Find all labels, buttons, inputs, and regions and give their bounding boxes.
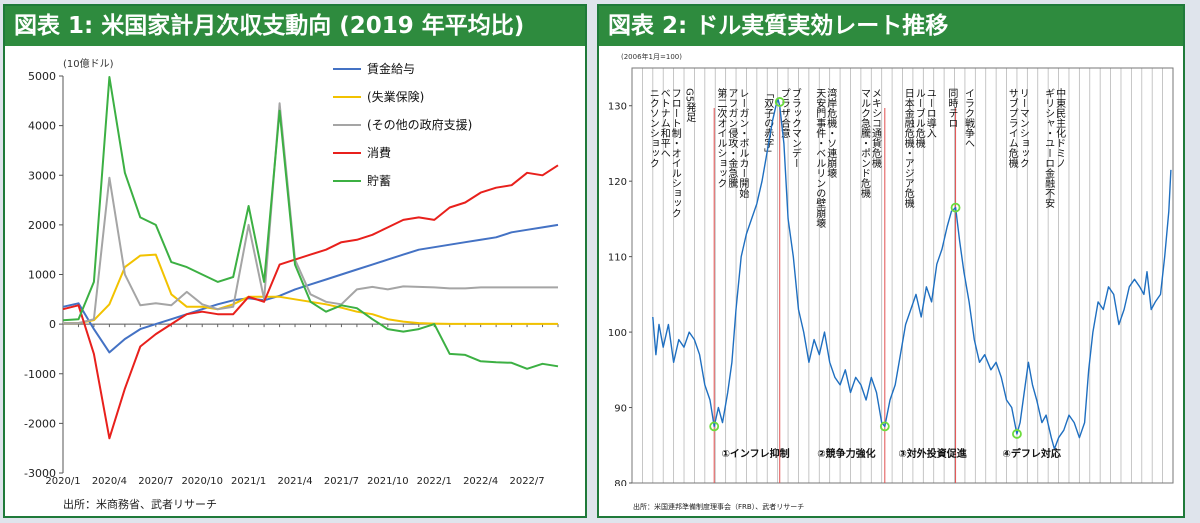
pivot-marker	[1012, 429, 1022, 439]
event-annotation: サブプライム危機	[1006, 88, 1018, 169]
plot-frame	[631, 67, 1174, 484]
figure-1-title: 図表 1: 米国家計月次収支動向 (2019 年平均比)	[5, 6, 585, 46]
y-tick-label: 90	[614, 404, 627, 415]
event-annotation: 同時テロ	[946, 88, 958, 128]
event-annotation: フロート制・オイルショック	[669, 88, 681, 218]
legend-label-0: 賃金給与	[367, 61, 415, 76]
event-annotation: ブラックマンデー	[789, 87, 801, 168]
pivot-marker	[774, 97, 785, 107]
unit-label: (10億ドル)	[63, 57, 114, 70]
y-tick-label: 1000	[28, 269, 56, 282]
event-annotation: 「双子の赤字」	[762, 88, 774, 158]
legend-label-4: 貯蓄	[367, 174, 391, 188]
y-tick-label: -3000	[24, 467, 56, 480]
legend-label-3: 消費	[367, 145, 391, 160]
series-line-4	[62, 76, 559, 370]
x-tick-label: 2020/4	[92, 476, 127, 486]
figure-2-title: 図表 2: ドル実質実効レート推移	[599, 6, 1183, 46]
event-annotation: リーマンショック	[1017, 88, 1028, 168]
event-annotation: アフガン侵攻・金急騰	[726, 88, 738, 189]
event-annotation: G5発足	[684, 88, 696, 123]
y-tick-label: 0	[49, 318, 56, 331]
event-annotation: ルーブル危機	[913, 88, 925, 149]
x-tick-label: 2020/1	[45, 476, 80, 486]
y-tick-label: 5000	[28, 70, 56, 83]
event-annotation: ユーロ導入	[924, 88, 936, 138]
legend-label-1: (失業保険)	[367, 89, 424, 104]
x-tick-label: 2021/7	[324, 476, 359, 486]
reer-line	[652, 97, 1172, 450]
event-annotation: 日本金融危機・アジア危機	[902, 88, 914, 209]
event-annotation: 天安門事件・ベルリンの壁崩壊	[814, 88, 826, 229]
phase-label: ②競争力強化	[817, 447, 875, 460]
x-tick-label: 2022/4	[463, 476, 498, 486]
y-tick-label: 100	[608, 328, 627, 339]
pivot-marker	[950, 202, 961, 213]
x-tick-label: 2022/7	[509, 476, 544, 486]
y-tick-label: -1000	[24, 368, 56, 381]
x-tick-label: 2022/1	[417, 476, 452, 486]
y-tick-label: 3000	[28, 169, 56, 182]
event-annotation: メキシコ通貨危機	[870, 88, 882, 169]
y-tick-label: 110	[608, 253, 627, 264]
x-tick-label: 2020/10	[181, 476, 223, 486]
y-tick-label: 130	[608, 102, 627, 113]
figure-1-panel: 図表 1: 米国家計月次収支動向 (2019 年平均比) (10億ドル) -300…	[3, 4, 587, 518]
x-tick-label: 2020/7	[138, 476, 173, 486]
event-annotation: 第二次オイルショック	[715, 87, 727, 188]
event-annotation: イラク戦争へ	[963, 88, 975, 148]
y-tick-label: 2000	[28, 219, 56, 232]
unit-label: (2006年1月=100)	[621, 52, 682, 61]
y-tick-label: -2000	[24, 417, 56, 430]
x-tick-label: 2021/1	[231, 476, 266, 486]
x-tick-label: 2021/10	[367, 476, 409, 486]
event-annotation: ギリシャ・ユーロ金融不安	[1043, 88, 1055, 209]
y-tick-label: 4000	[28, 120, 56, 133]
series-line-0	[62, 223, 559, 354]
figure-1-source: 出所：米商務省、武者リサーチ	[63, 498, 217, 511]
event-annotation: マルク急騰・ポンド危機	[859, 88, 871, 199]
phase-label: ①インフレ抑制	[721, 447, 789, 460]
event-annotation: ニクソンショック	[647, 88, 658, 168]
series-line-2	[63, 102, 558, 325]
event-annotation: レーガン・ボルカー開始	[737, 88, 749, 199]
series-line-3	[62, 164, 559, 440]
y-tick-label: 80	[614, 479, 627, 486]
phase-label: ③対外投資促進	[898, 447, 967, 460]
pivot-marker	[709, 421, 720, 432]
legend-label-2: (その他の政府支援)	[367, 117, 472, 132]
figure-2-source: 出所：米国連邦準備制度理事会（FRB）、武者リサーチ	[633, 503, 805, 511]
pivot-marker	[879, 421, 890, 432]
phase-label: ④デフレ対応	[1002, 447, 1060, 460]
event-annotation: ベトナム和平へ	[658, 88, 670, 158]
y-tick-label: 120	[608, 177, 627, 188]
event-annotation: 湾岸危機・ソ連崩壊	[825, 87, 837, 179]
figure-2-panel: 図表 2: ドル実質実効レート推移 (2006年1月=100) 80 90 100 11…	[597, 4, 1185, 518]
x-tick-label: 2021/4	[277, 476, 312, 486]
series-line-1	[63, 253, 558, 325]
household-balance-chart: (10億ドル) -3000 -2000 -1000 0 1000 2000 3000 4000 5…	[24, 57, 559, 486]
event-annotation: 中東民主化ドミノ	[1054, 87, 1066, 168]
dollar-reer-chart: (2006年1月=100)809010011012013071747780838…	[608, 52, 1174, 486]
